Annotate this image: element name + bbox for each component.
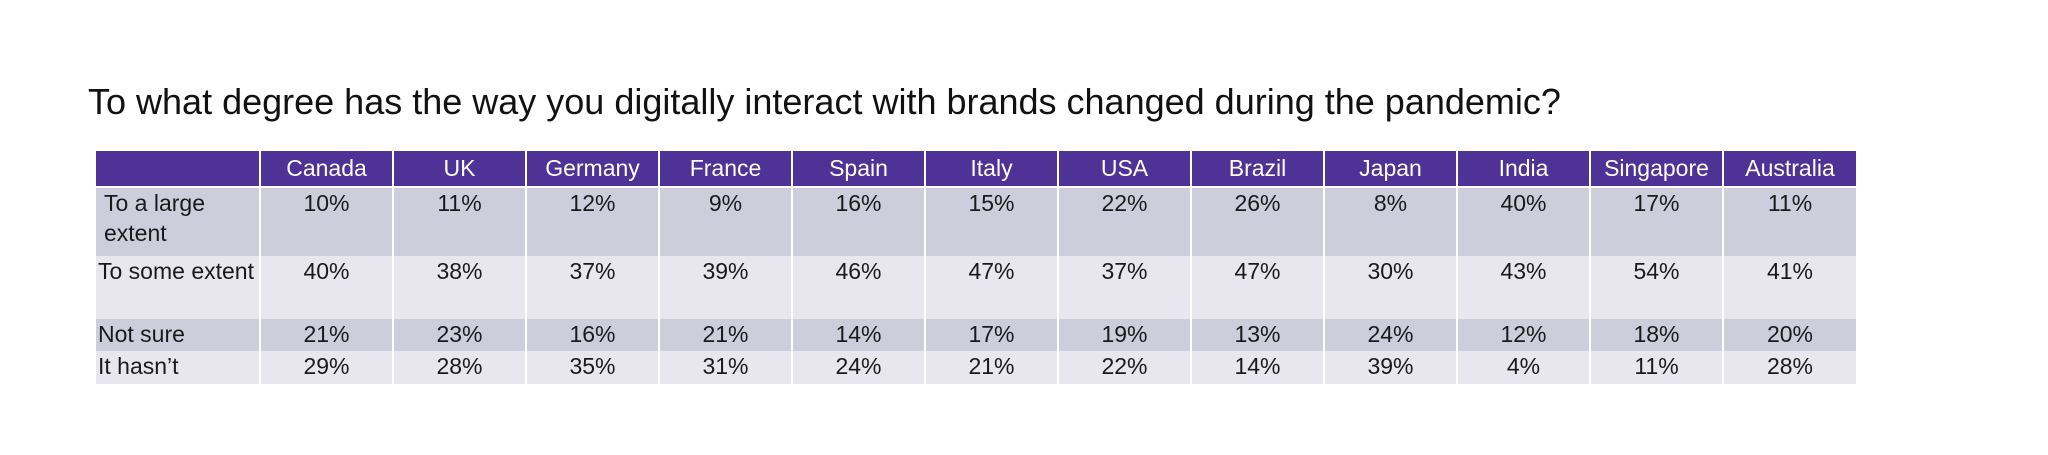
column-header: UK	[392, 151, 526, 187]
data-cell: 19%	[1057, 319, 1191, 351]
data-cell: 40%	[1456, 187, 1590, 256]
table-row: Not sure 21% 23% 16% 21% 14% 17% 19% 13% 24% 12% 18…	[96, 319, 1856, 351]
data-cell: 13%	[1190, 319, 1324, 351]
data-cell: 21%	[658, 319, 792, 351]
column-header: India	[1456, 151, 1590, 187]
column-header: Singapore	[1589, 151, 1723, 187]
data-cell: 28%	[1722, 351, 1856, 384]
data-cell: 12%	[1456, 319, 1590, 351]
data-cell: 47%	[924, 256, 1058, 319]
table-row: To a large extent 10% 11% 12% 9% 16% 15% 22% 26%…	[96, 187, 1856, 256]
data-cell: 14%	[791, 319, 925, 351]
column-header: Japan	[1323, 151, 1457, 187]
row-label: Not sure	[96, 319, 260, 351]
data-cell: 9%	[658, 187, 792, 256]
data-cell: 18%	[1589, 319, 1723, 351]
data-cell: 30%	[1323, 256, 1457, 319]
row-label: To a large extent	[96, 187, 260, 256]
data-cell: 39%	[1323, 351, 1457, 384]
data-cell: 46%	[791, 256, 925, 319]
column-header: Spain	[791, 151, 925, 187]
data-cell: 26%	[1190, 187, 1324, 256]
header-corner-cell	[96, 151, 260, 187]
column-header: Germany	[525, 151, 659, 187]
data-cell: 22%	[1057, 187, 1191, 256]
column-header: Australia	[1722, 151, 1856, 187]
data-cell: 16%	[525, 319, 659, 351]
data-cell: 47%	[1190, 256, 1324, 319]
data-cell: 11%	[392, 187, 526, 256]
data-cell: 12%	[525, 187, 659, 256]
data-cell: 35%	[525, 351, 659, 384]
survey-table: Canada UK Germany France Spain Italy USA Brazil…	[96, 151, 1856, 384]
table-row: To some extent 40% 38% 37% 39% 46% 47% 37% 47% 30…	[96, 256, 1856, 319]
table-row: It hasn’t 29% 28% 35% 31% 24% 21% 22% 14% 39% 4% 11…	[96, 351, 1856, 384]
row-label: It hasn’t	[96, 351, 260, 384]
data-cell: 21%	[259, 319, 393, 351]
data-cell: 11%	[1589, 351, 1723, 384]
data-cell: 17%	[1589, 187, 1723, 256]
data-cell: 4%	[1456, 351, 1590, 384]
data-cell: 54%	[1589, 256, 1723, 319]
column-header: France	[658, 151, 792, 187]
data-cell: 38%	[392, 256, 526, 319]
data-cell: 41%	[1722, 256, 1856, 319]
data-cell: 37%	[1057, 256, 1191, 319]
data-cell: 15%	[924, 187, 1058, 256]
data-cell: 11%	[1722, 187, 1856, 256]
column-header: USA	[1057, 151, 1191, 187]
data-cell: 29%	[259, 351, 393, 384]
header-row: Canada UK Germany France Spain Italy USA Brazil…	[96, 151, 1856, 187]
data-cell: 10%	[259, 187, 393, 256]
data-cell: 14%	[1190, 351, 1324, 384]
column-header: Canada	[259, 151, 393, 187]
chart-title: To what degree has the way you digitally…	[88, 81, 1561, 122]
data-cell: 20%	[1722, 319, 1856, 351]
column-header: Italy	[924, 151, 1058, 187]
row-label: To some extent	[96, 256, 260, 319]
data-cell: 28%	[392, 351, 526, 384]
data-cell: 8%	[1323, 187, 1457, 256]
data-cell: 22%	[1057, 351, 1191, 384]
column-header: Brazil	[1190, 151, 1324, 187]
data-cell: 24%	[1323, 319, 1457, 351]
data-cell: 43%	[1456, 256, 1590, 319]
data-cell: 24%	[791, 351, 925, 384]
data-cell: 39%	[658, 256, 792, 319]
data-cell: 16%	[791, 187, 925, 256]
data-cell: 17%	[924, 319, 1058, 351]
data-cell: 40%	[259, 256, 393, 319]
data-cell: 23%	[392, 319, 526, 351]
data-cell: 31%	[658, 351, 792, 384]
data-cell: 21%	[924, 351, 1058, 384]
data-cell: 37%	[525, 256, 659, 319]
